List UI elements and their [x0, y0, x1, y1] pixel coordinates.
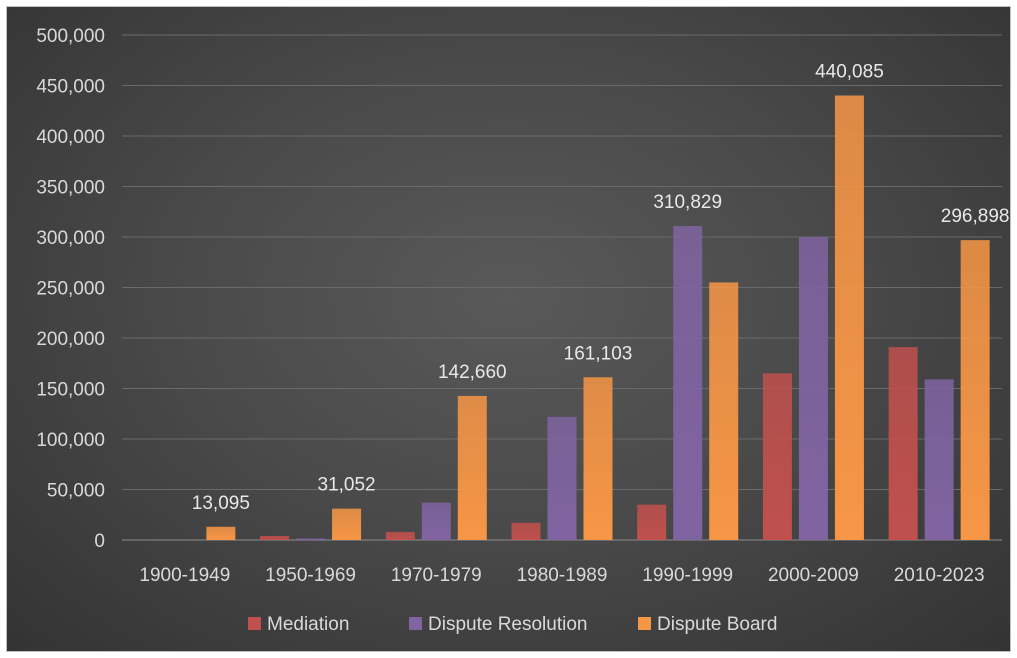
x-tick-label: 1980-1989 [517, 565, 608, 586]
y-axis: 0 50,000 100,000 150,000 200,000 250,000 300,0… [36, 26, 105, 552]
data-labels: 13,095 31,052 142,660 161,103 310,829 440,085… [192, 62, 1010, 514]
y-tick-label: 150,000 [36, 380, 105, 401]
data-label: 161,103 [564, 343, 633, 364]
bar-dispute-board [834, 95, 864, 540]
y-tick-label: 250,000 [36, 279, 105, 300]
x-tick-label: 2010-2023 [894, 565, 985, 586]
x-tick-label: 1970-1979 [391, 565, 482, 586]
bar-dispute-board [960, 240, 990, 540]
bar-dispute-board [457, 395, 487, 540]
data-label: 296,898 [941, 206, 1010, 227]
legend-label: Dispute Board [657, 614, 777, 635]
data-label: 310,829 [653, 192, 722, 213]
bar-mediation [385, 531, 415, 540]
data-label: 13,095 [192, 493, 250, 514]
legend-swatch [409, 617, 422, 630]
bar-dispute-board [583, 377, 613, 540]
bar-chart: 0 50,000 100,000 150,000 200,000 250,000 300,0… [36, 26, 1010, 635]
y-tick-label: 450,000 [36, 77, 105, 98]
bar-dispute-resolution [924, 379, 954, 540]
x-tick-label: 2000-2009 [768, 565, 859, 586]
y-tick-label: 200,000 [36, 329, 105, 350]
legend-label: Mediation [267, 614, 349, 635]
x-tick-label: 1990-1999 [642, 565, 733, 586]
bar-mediation [260, 535, 290, 540]
bar-dispute-board [206, 526, 236, 540]
y-tick-label: 0 [94, 531, 105, 552]
legend-label: Dispute Resolution [428, 614, 587, 635]
x-axis: 1900-1949 1950-1969 1970-1979 1980-1989 1990… [139, 565, 984, 586]
bar-mediation [511, 522, 541, 540]
bar-mediation [762, 373, 792, 540]
legend-swatch [638, 617, 651, 630]
legend: Mediation Dispute Resolution Dispute Board [248, 614, 777, 635]
bar-dispute-resolution [673, 226, 703, 540]
legend-swatch [248, 617, 261, 630]
bars [206, 95, 990, 540]
data-label: 440,085 [815, 62, 884, 83]
legend-item: Dispute Board [638, 614, 777, 635]
bar-dispute-resolution [798, 237, 828, 540]
chart-area: 0 50,000 100,000 150,000 200,000 250,000 300,0… [6, 6, 1011, 652]
legend-item: Mediation [248, 614, 349, 635]
y-tick-label: 300,000 [36, 228, 105, 249]
bar-dispute-resolution [421, 502, 451, 540]
gridlines [122, 34, 1002, 541]
y-tick-label: 400,000 [36, 127, 105, 148]
bar-dispute-resolution [296, 538, 326, 540]
bar-dispute-board [709, 282, 739, 540]
legend-item: Dispute Resolution [409, 614, 587, 635]
y-tick-label: 100,000 [36, 430, 105, 451]
y-tick-label: 500,000 [36, 26, 105, 47]
x-tick-label: 1900-1949 [139, 565, 230, 586]
data-label: 31,052 [318, 475, 376, 496]
bar-mediation [637, 504, 667, 540]
bar-dispute-resolution [547, 416, 577, 540]
x-tick-label: 1950-1969 [265, 565, 356, 586]
y-tick-label: 350,000 [36, 178, 105, 199]
bar-mediation [888, 347, 918, 540]
data-label: 142,660 [438, 362, 507, 383]
bar-dispute-board [332, 508, 362, 540]
y-tick-label: 50,000 [47, 481, 105, 502]
